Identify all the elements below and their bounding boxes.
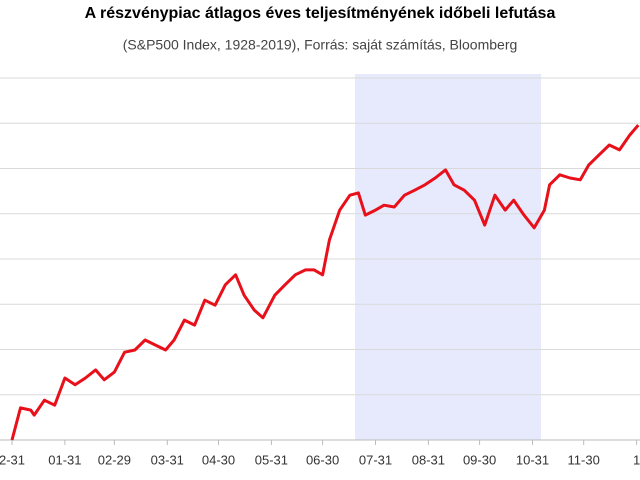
- x-tick-label: 1: [633, 452, 640, 467]
- highlight-band: [355, 74, 542, 440]
- x-tick-label: 11-30: [568, 452, 600, 467]
- x-tick-label: 10-31: [516, 452, 549, 467]
- x-tick-label: 04-30: [202, 452, 235, 467]
- x-tick-label: 02-29: [98, 452, 131, 467]
- x-tick-label: 09-30: [463, 452, 496, 467]
- x-tick-label: 01-31: [48, 452, 81, 467]
- x-tick-label: 07-31: [359, 452, 392, 467]
- x-tick-label: 03-31: [151, 452, 184, 467]
- x-tick-label: 08-31: [412, 452, 445, 467]
- chart-subtitle: (S&P500 Index, 1928-2019), Forrás: saját…: [123, 37, 518, 53]
- line-series: [10, 124, 640, 441]
- x-tick-label: 05-31: [255, 452, 288, 467]
- x-tick-label: 06-30: [306, 452, 339, 467]
- chart-title: A részvénypiac átlagos éves teljesítmény…: [85, 5, 556, 22]
- x-tick-label: 2-31: [0, 452, 25, 467]
